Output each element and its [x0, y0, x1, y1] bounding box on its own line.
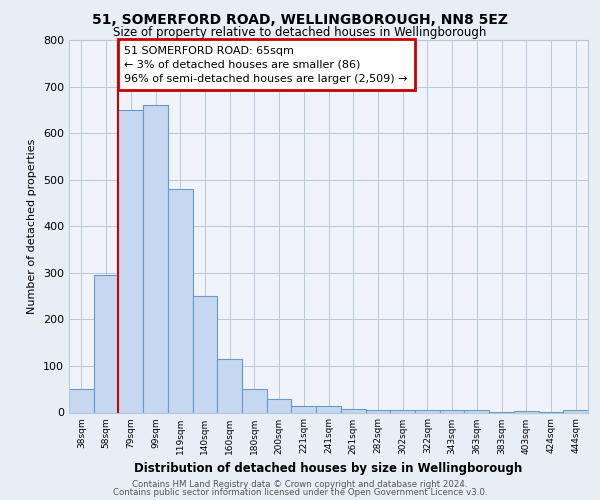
Bar [415, 410, 440, 412]
Bar [69, 389, 94, 412]
Bar [143, 105, 168, 412]
Bar [440, 410, 464, 412]
Bar [464, 410, 489, 412]
Bar [514, 410, 539, 412]
Bar [341, 409, 365, 412]
X-axis label: Distribution of detached houses by size in Wellingborough: Distribution of detached houses by size … [134, 462, 523, 475]
Y-axis label: Number of detached properties: Number of detached properties [28, 138, 37, 314]
Bar [365, 410, 390, 412]
Bar [94, 275, 118, 412]
Text: Contains public sector information licensed under the Open Government Licence v3: Contains public sector information licen… [113, 488, 487, 497]
Bar [193, 296, 217, 412]
Bar [267, 400, 292, 412]
Bar [563, 410, 588, 412]
Text: Contains HM Land Registry data © Crown copyright and database right 2024.: Contains HM Land Registry data © Crown c… [132, 480, 468, 489]
Bar [242, 389, 267, 412]
Bar [118, 110, 143, 412]
Bar [168, 189, 193, 412]
Bar [217, 359, 242, 412]
Text: 51 SOMERFORD ROAD: 65sqm
← 3% of detached houses are smaller (86)
96% of semi-de: 51 SOMERFORD ROAD: 65sqm ← 3% of detache… [124, 46, 408, 84]
Text: Size of property relative to detached houses in Wellingborough: Size of property relative to detached ho… [113, 26, 487, 39]
Bar [292, 406, 316, 412]
Text: 51, SOMERFORD ROAD, WELLINGBOROUGH, NN8 5EZ: 51, SOMERFORD ROAD, WELLINGBOROUGH, NN8 … [92, 12, 508, 26]
Bar [316, 406, 341, 412]
Bar [390, 410, 415, 412]
